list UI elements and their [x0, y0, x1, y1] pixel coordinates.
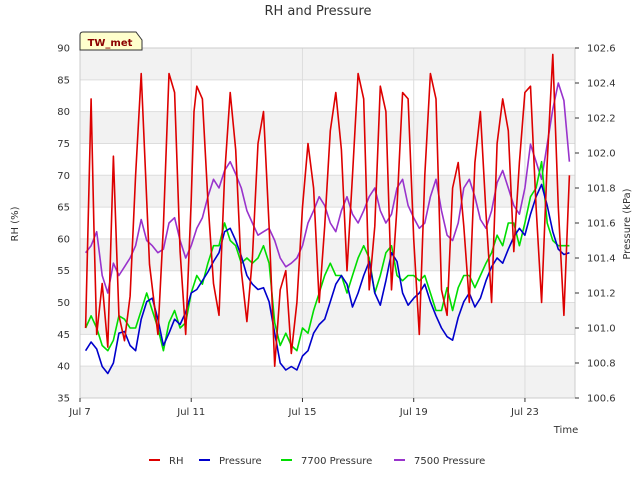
chart-title: RH and Pressure — [264, 4, 371, 19]
x-axis-label: Time — [553, 425, 578, 436]
left-axis-ticks: 35 40 45 50 55 60 65 70 75 80 85 90 — [57, 44, 70, 405]
left-tick-label: 55 — [57, 266, 70, 277]
left-tick-label: 80 — [57, 107, 70, 118]
station-badge-shape — [79, 31, 143, 51]
left-tick-label: 60 — [57, 234, 70, 245]
right-tick-label: 101.8 — [587, 184, 616, 195]
right-tick-label: 102.4 — [587, 79, 616, 90]
right-tick-label: 101.6 — [587, 219, 616, 230]
station-badge-label: TW_met — [88, 38, 133, 49]
x-tick-label: Jul 23 — [510, 407, 539, 418]
plot-area — [80, 48, 575, 398]
right-tick-label: 102.0 — [587, 149, 616, 160]
left-tick-label: 65 — [57, 203, 70, 214]
x-tick-label: Jul 11 — [176, 407, 205, 418]
x-tick-label: Jul 7 — [68, 407, 91, 418]
left-tick-label: 40 — [57, 362, 70, 373]
right-tick-label: 100.6 — [587, 394, 616, 405]
left-axis-label: RH (%) — [10, 206, 21, 241]
right-axis-label: Pressure (kPa) — [622, 188, 633, 259]
series-line-rh — [84, 53, 571, 368]
right-axis-ticks: 100.6 100.8 101.0 101.2 101.4 101.6 101.8 102.0… — [575, 44, 616, 405]
legend-label-7500-pressure: 7500 Pressure — [414, 456, 485, 467]
legend-label-rh: RH — [169, 456, 183, 467]
left-tick-label: 35 — [57, 394, 70, 405]
station-badge: TW_met — [79, 31, 143, 51]
left-tick-label: 45 — [57, 330, 70, 341]
grid-band — [80, 111, 575, 144]
grid-band — [80, 366, 575, 398]
left-tick-label: 50 — [57, 298, 70, 309]
right-tick-label: 102.6 — [587, 44, 616, 55]
legend-label-7700-pressure: 7700 Pressure — [301, 456, 372, 467]
legend-label-pressure: Pressure — [219, 456, 262, 467]
x-tick-label: Jul 15 — [287, 407, 316, 418]
left-tick-label: 70 — [57, 171, 70, 182]
right-tick-label: 101.0 — [587, 324, 616, 335]
x-axis-ticks: Jul 7 Jul 11 Jul 15 Jul 19 Jul 23 — [68, 398, 539, 418]
left-tick-label: 90 — [57, 44, 70, 55]
right-tick-label: 101.2 — [587, 289, 616, 300]
left-tick-label: 75 — [57, 139, 70, 150]
right-tick-label: 100.8 — [587, 359, 616, 370]
series-line-pressure — [84, 183, 570, 375]
plot-background — [80, 48, 575, 398]
legend: RH Pressure 7700 Pressure 7500 Pressure — [149, 456, 485, 467]
right-tick-label: 102.2 — [587, 114, 616, 125]
grid-band — [80, 48, 575, 80]
left-tick-label: 85 — [57, 75, 70, 86]
series-line-7500-pressure — [84, 82, 571, 294]
series-layer — [84, 53, 571, 375]
right-tick-label: 101.4 — [587, 254, 616, 265]
x-tick-label: Jul 19 — [399, 407, 428, 418]
